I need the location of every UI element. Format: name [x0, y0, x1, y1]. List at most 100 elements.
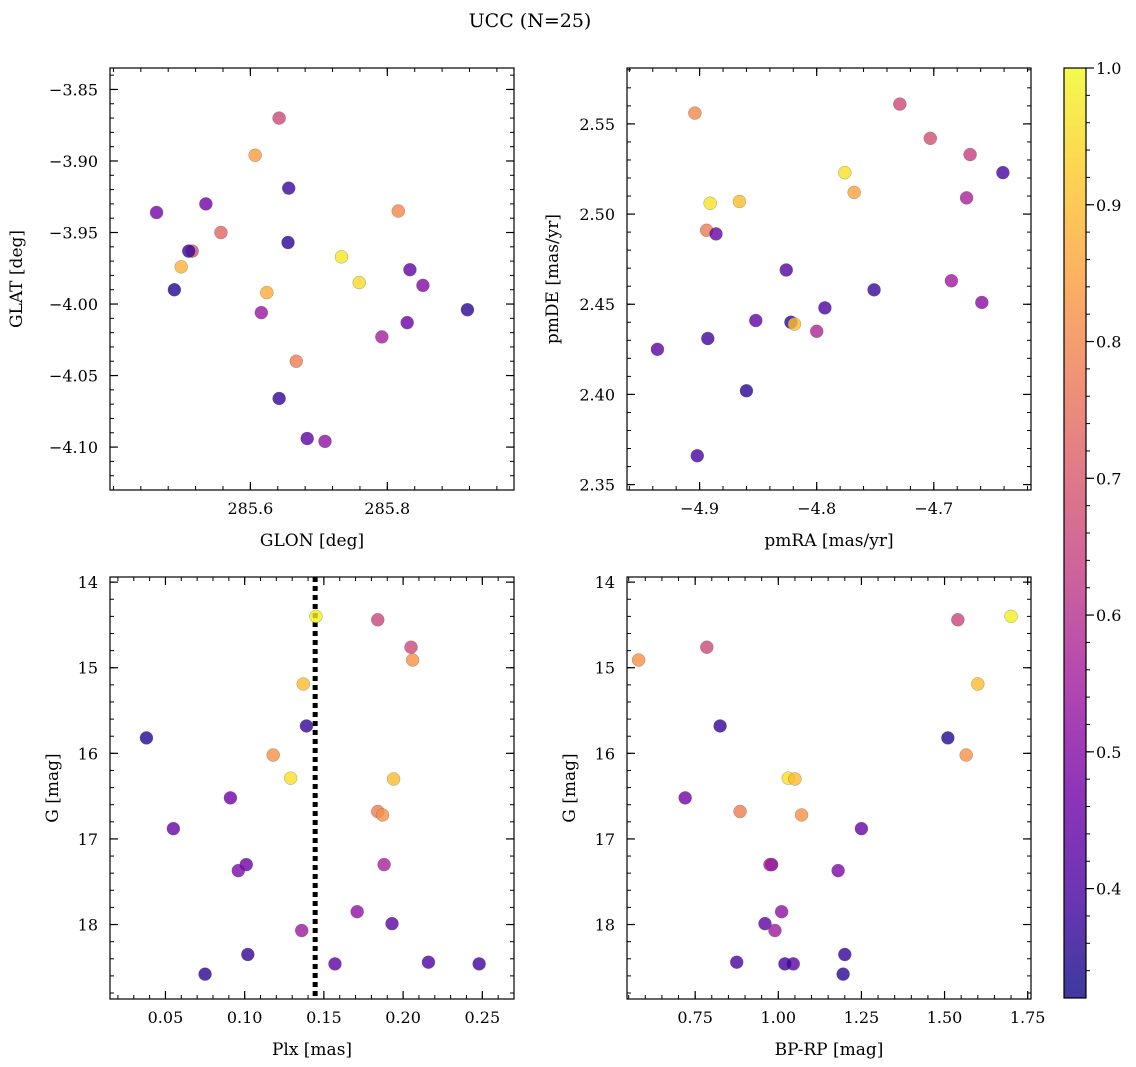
y-tick-label: −4.05 [49, 367, 98, 386]
y-tick-label: 14 [595, 573, 615, 592]
colorbar-tick-label: 0.9 [1096, 196, 1121, 215]
scatter-point [867, 283, 881, 297]
scatter-points [650, 97, 1010, 463]
scatter-point [941, 731, 955, 745]
y-tick-label: −3.90 [49, 152, 98, 171]
scatter-point [421, 955, 436, 969]
scatter-point [763, 857, 777, 872]
scatter-point [893, 97, 907, 111]
x-tick-label: 1.25 [844, 1008, 880, 1027]
panel-glon-glat: 285.6 285.8 −3.85 −3.90 −3.95 −4.00 −4.05 −4.10… [7, 67, 515, 551]
y-tick-label: 2.40 [579, 385, 615, 404]
x-axis-label: pmRA [mas/yr] [764, 531, 893, 551]
scatter-point [223, 791, 238, 805]
scatter-point [838, 947, 852, 962]
x-tick-label: 1.00 [760, 1008, 796, 1027]
scatter-point [294, 923, 309, 938]
scatter-point [631, 653, 646, 667]
colorbar-tick-label: 1.0 [1096, 59, 1121, 78]
colorbar-tick-label: 0.7 [1096, 469, 1121, 488]
minor-ticks [110, 577, 515, 999]
scatter-point [400, 315, 414, 330]
scatter-point [758, 916, 772, 931]
scatter-point [281, 181, 296, 195]
scatter-point [690, 448, 705, 463]
scatter-point [678, 791, 692, 805]
y-axis-label: pmDE [mas/yr] [543, 214, 563, 344]
y-tick-label: −4.10 [49, 438, 98, 457]
panel-plx-g: 0.05 0.10 0.15 0.20 0.25 14 15 16 17 18 Plx [mas] G… [43, 573, 515, 1060]
scatter-point [794, 808, 809, 822]
scatter-point [713, 719, 727, 733]
y-tick-label: 15 [78, 659, 98, 678]
scatter-point [309, 609, 323, 624]
y-tick-label: 18 [78, 916, 98, 935]
y-tick-label: 2.35 [579, 476, 615, 495]
panel-bprp-g: 0.75 1.00 1.25 1.50 1.75 14 15 16 17 18 BP-RP [mag… [560, 573, 1045, 1060]
y-axis-label: GLAT [deg] [7, 230, 27, 328]
scatter-point [703, 196, 717, 211]
scatter-point [199, 197, 213, 211]
y-tick-label: 16 [78, 744, 98, 763]
scatter-point [778, 957, 792, 971]
colorbar: 0.4 0.5 0.6 0.7 0.8 0.9 1.0 [1063, 59, 1121, 999]
x-tick-label: 285.6 [227, 499, 273, 518]
scatter-point [254, 305, 269, 320]
colorbar-tick-label: 0.5 [1096, 743, 1121, 762]
scatter-point [688, 106, 702, 120]
scatter-point [854, 821, 869, 836]
scatter-point [181, 244, 196, 258]
minor-ticks [110, 68, 514, 491]
scatter-point [809, 324, 824, 339]
scatter-point [299, 719, 314, 733]
scatter-point [779, 263, 794, 277]
scatter-point [214, 225, 228, 240]
scatter-point [260, 285, 274, 300]
x-tick-label: 0.25 [465, 1008, 501, 1027]
x-axis-label: BP-RP [mag] [775, 1040, 884, 1060]
scatter-point [460, 303, 475, 317]
scatter-point [403, 262, 417, 277]
scatter-point [166, 821, 181, 836]
scatter-point [749, 313, 763, 328]
scatter-point [149, 205, 164, 220]
scatter-point [733, 804, 747, 819]
scatter-point [709, 227, 723, 241]
scatter-point [838, 165, 852, 180]
scatter-point [996, 165, 1010, 180]
scatter-point [370, 613, 385, 627]
scatter-point [831, 863, 845, 878]
scatter-point [650, 342, 665, 357]
scatter-point [385, 916, 399, 931]
scatter-point [963, 147, 977, 162]
scatter-point [787, 317, 802, 331]
y-tick-label: 17 [595, 830, 615, 849]
scatter-point [959, 191, 974, 205]
scatter-point [328, 957, 342, 971]
scatter-point [318, 434, 332, 449]
y-tick-label: 2.50 [579, 205, 615, 224]
scatter-point [334, 250, 349, 264]
x-tick-label: 0.15 [306, 1008, 342, 1027]
scatter-point [701, 331, 715, 346]
y-tick-label: 17 [78, 830, 98, 849]
scatter-point [198, 967, 212, 981]
scatter-point [472, 957, 486, 971]
scatter-point [139, 731, 154, 745]
scatter-point [296, 677, 311, 691]
scatter-point [375, 808, 390, 822]
x-tick-label: 1.75 [1010, 1008, 1046, 1027]
axes-frame [109, 576, 515, 1000]
x-tick-label: 285.8 [364, 499, 410, 518]
minor-ticks [627, 68, 1031, 490]
scatter-point [404, 640, 418, 654]
figure-title: UCC (N=25) [469, 10, 592, 32]
scatter-point [300, 431, 314, 446]
scatter-point [405, 653, 420, 667]
x-tick-label: 0.20 [385, 1008, 421, 1027]
scatter-point [241, 947, 255, 962]
y-tick-label: 16 [595, 744, 615, 763]
colorbar-tick-label: 0.8 [1096, 333, 1121, 352]
scatter-point [350, 904, 364, 919]
